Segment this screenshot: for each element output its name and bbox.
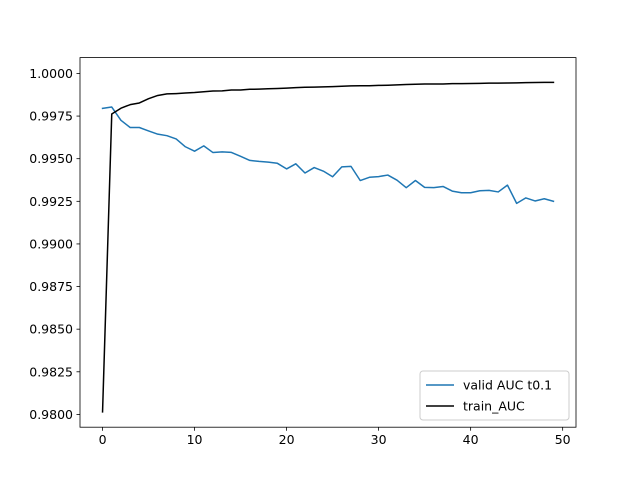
x-tick-label: 10 xyxy=(187,432,203,447)
y-tick-label: 0.9925 xyxy=(29,194,73,209)
y-tick-label: 0.9825 xyxy=(29,364,73,379)
y-tick-label: 0.9900 xyxy=(29,236,73,251)
y-tick-label: 1.0000 xyxy=(29,66,73,81)
y-tick-label: 0.9850 xyxy=(29,322,73,337)
legend-label: train_AUC xyxy=(463,399,525,414)
x-axis: 0 10 20 30 40 50 xyxy=(99,427,571,447)
legend-label: valid AUC t0.1 xyxy=(463,378,552,393)
series-layer xyxy=(101,81,555,413)
y-tick-label: 0.9800 xyxy=(29,407,73,422)
legend-box xyxy=(419,370,570,421)
x-tick-label: 20 xyxy=(279,432,295,447)
y-tick-label: 0.9875 xyxy=(29,279,73,294)
x-tick-label: 30 xyxy=(371,432,387,447)
y-tick-label: 0.9950 xyxy=(29,151,73,166)
y-tick-label: 0.9975 xyxy=(29,109,73,124)
legend: valid AUC t0.1 train_AUC xyxy=(419,370,570,421)
x-tick-label: 50 xyxy=(555,432,571,447)
x-tick-label: 0 xyxy=(99,432,107,447)
y-axis: 0.9800 0.9825 0.9850 0.9875 0.9900 0.9925 0.99… xyxy=(29,66,80,422)
series-line-train-auc xyxy=(101,81,555,413)
plot-frame xyxy=(79,57,577,428)
series-line-valid-auc xyxy=(101,106,555,205)
x-tick-label: 40 xyxy=(463,432,479,447)
